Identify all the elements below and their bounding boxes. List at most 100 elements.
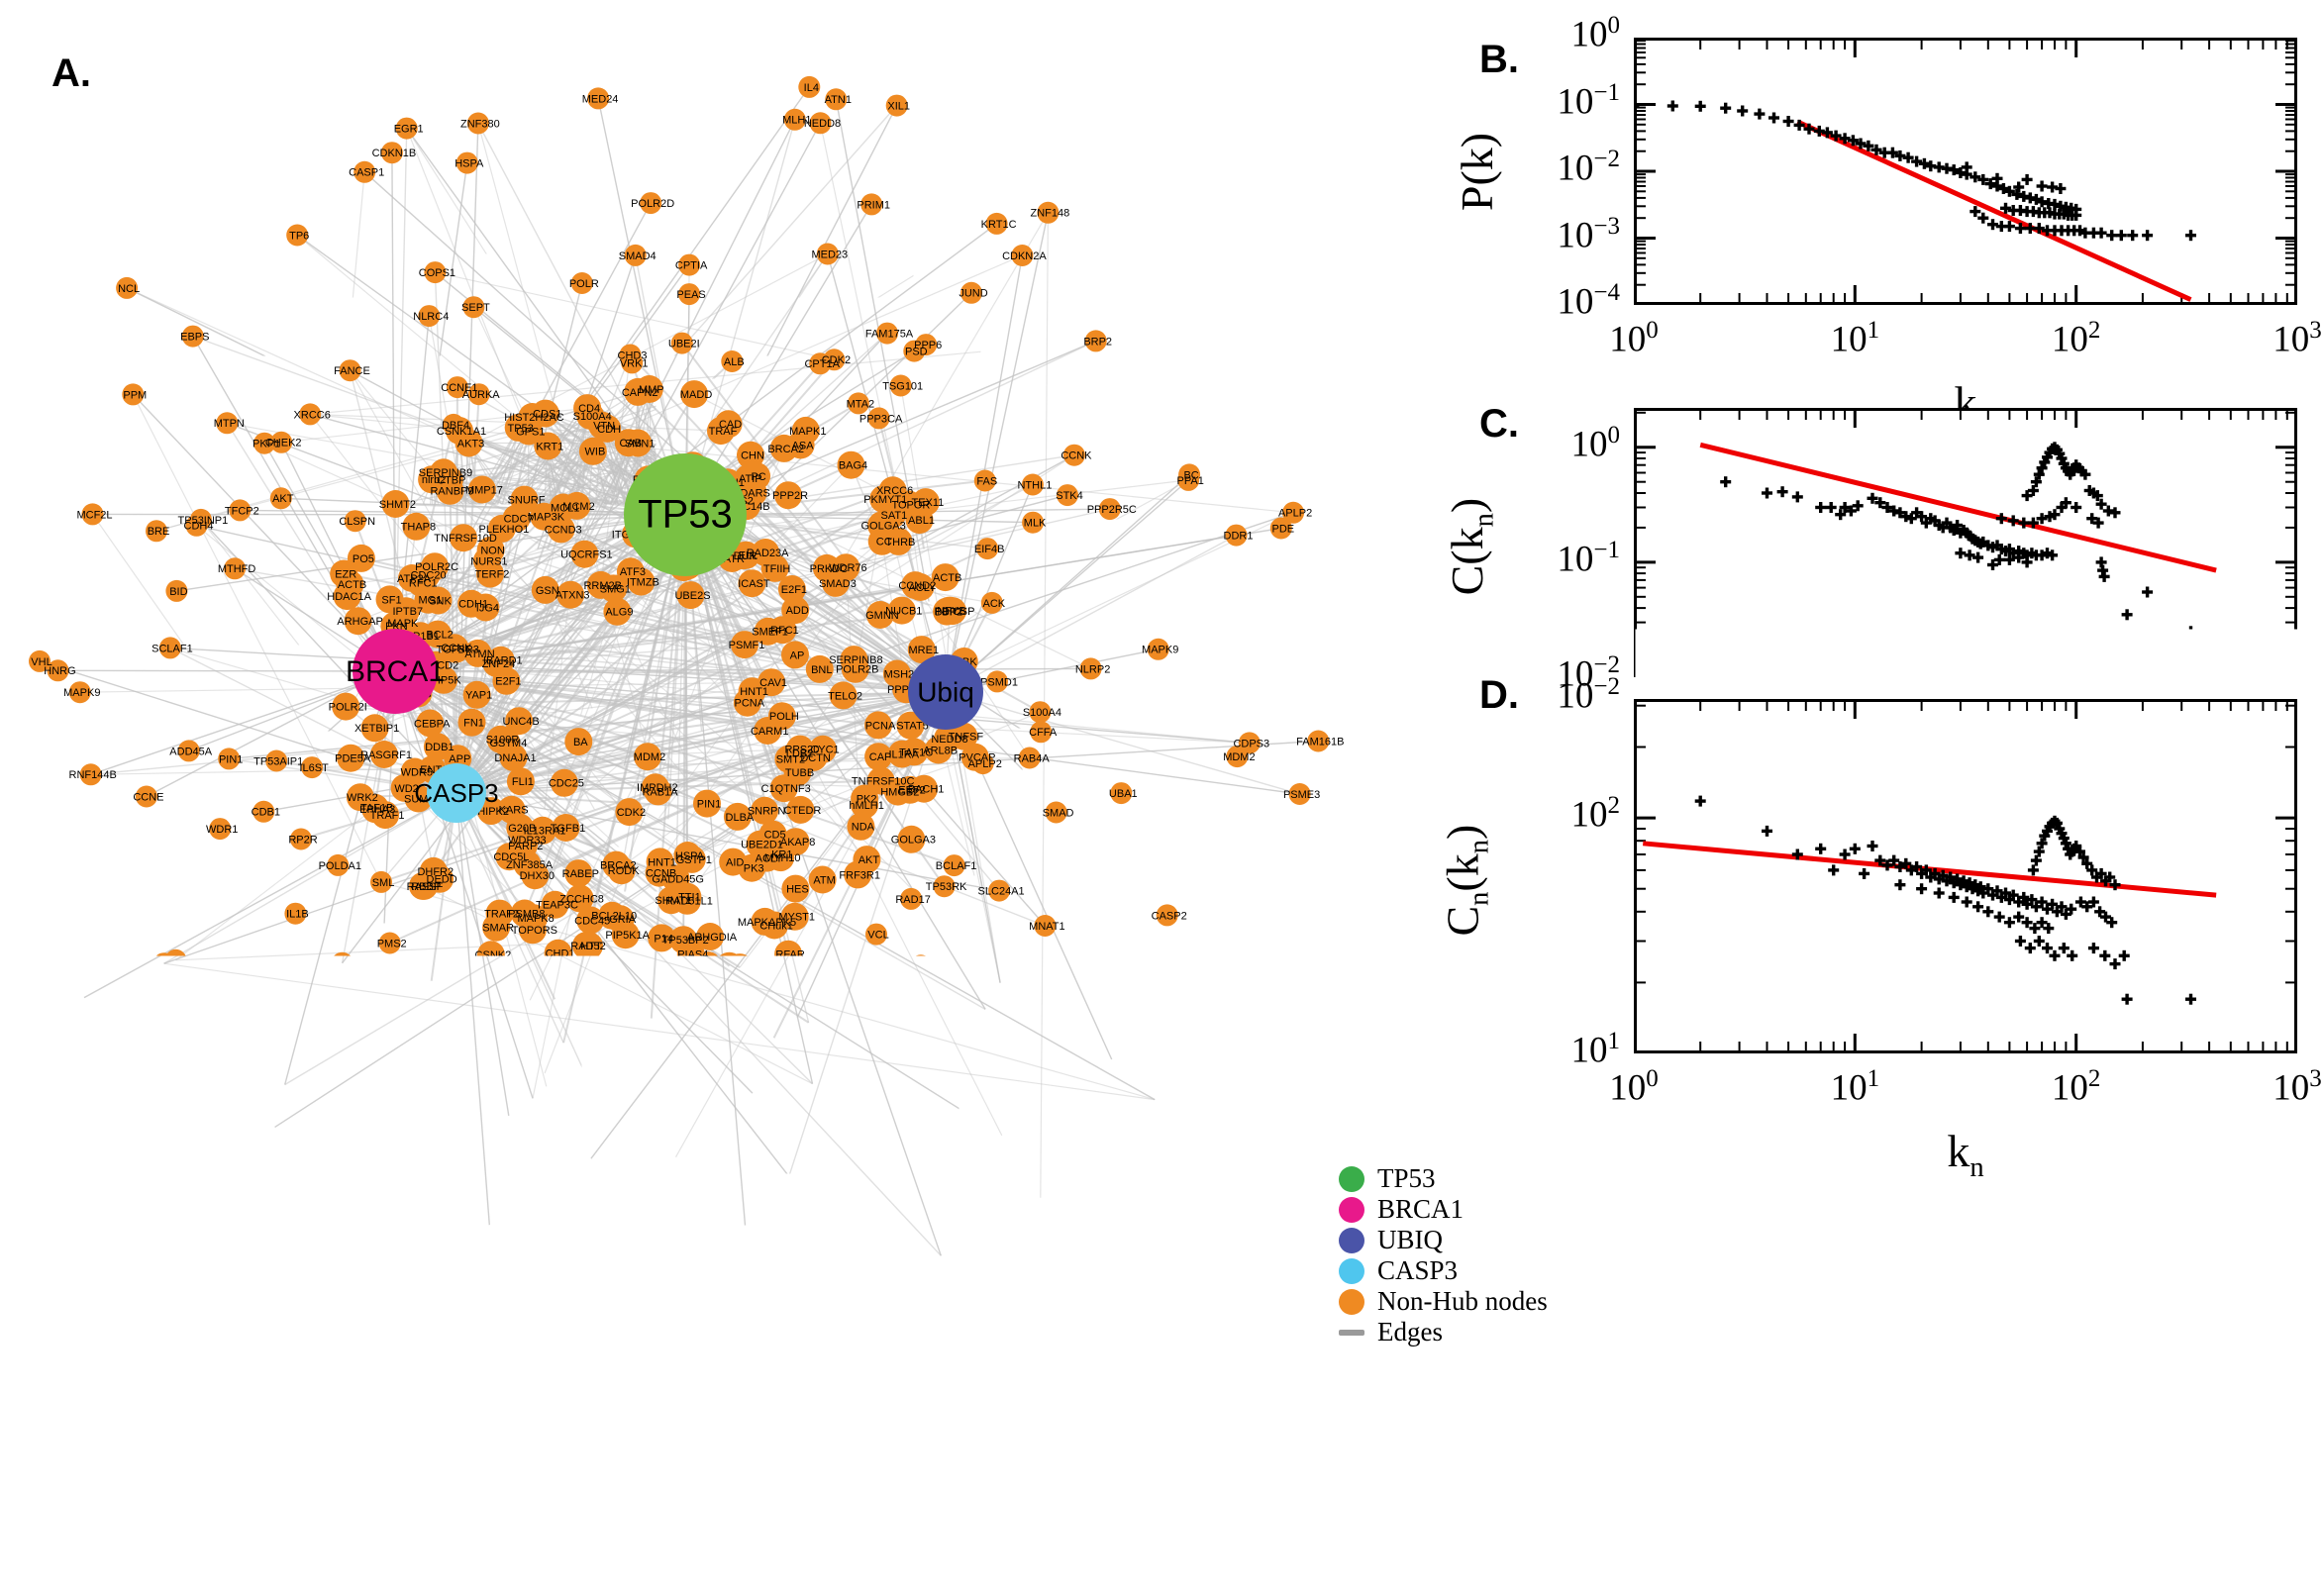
- network-node-label: ZNF148: [1031, 208, 1070, 220]
- network-node-label: CD4: [578, 403, 600, 415]
- network-node-label: RFAR: [775, 949, 804, 961]
- network-node-label: SNURF: [508, 495, 546, 507]
- network-node-label: CDH: [597, 424, 621, 436]
- network-node-label: FN1: [463, 718, 484, 730]
- network-node-label: HTT: [580, 941, 602, 952]
- network-node-label: EEF2: [898, 785, 926, 797]
- network-node-label: E2F1: [781, 584, 807, 596]
- panel-d-canvas: [1634, 699, 2297, 1053]
- network-node-label: FAS: [976, 475, 997, 487]
- network-node-label: MAPK8: [517, 913, 554, 925]
- network-node-label: BID: [169, 586, 187, 598]
- network-node-label: PPP3CA: [859, 413, 903, 425]
- network-node-label: DNAJA1: [494, 752, 536, 764]
- network-node-label: SMT1: [623, 978, 652, 990]
- network-node-label: RAD17: [692, 960, 727, 972]
- y-tick-label: 10−3: [1456, 213, 1620, 256]
- x-tick-label: 101: [1813, 317, 1896, 360]
- network-node-label: CEBP: [551, 1038, 580, 1049]
- network-node-label: AKT2: [518, 995, 546, 1007]
- legend-edge-line-icon: [1339, 1330, 1364, 1336]
- network-node-label: PSME3: [1283, 789, 1320, 801]
- network-node-label: PDE: [1271, 523, 1294, 535]
- network-node-label: MSH2: [884, 668, 915, 680]
- network-node-label: NI1: [1030, 1097, 1047, 1109]
- y-axis-label: C(kn): [1441, 498, 1500, 596]
- network-node-label: RASSF: [407, 881, 444, 893]
- network-node-label: DAM: [499, 1111, 523, 1123]
- network-node-label: HNT1: [648, 856, 676, 868]
- network-node-label: HSPA: [675, 850, 705, 862]
- network-node-label: MAPKAPK5: [738, 917, 796, 929]
- network-node-label: BAP1: [564, 1158, 592, 1170]
- network-node-label: RODK: [608, 865, 640, 877]
- network-node-label: FLI1: [512, 776, 534, 788]
- network-node-label: ITMZB: [627, 577, 659, 589]
- x-tick-label: 102: [2035, 1065, 2118, 1109]
- network-node-label: UBE2I: [668, 339, 700, 350]
- network-node-label: PIN1: [697, 799, 721, 811]
- network-node-label: CAPN2: [622, 387, 658, 399]
- hub-label-ubiq: Ubiq: [917, 676, 974, 707]
- network-node-label: CDB1: [252, 807, 280, 819]
- network-node-label: MED24: [582, 93, 619, 105]
- legend-label: UBIQ: [1377, 1225, 1443, 1255]
- panel-d-plot: D. 101 102 100 101 102 103 kn Cn(kn) 10−2: [1456, 665, 2323, 1596]
- x-tick-label: 103: [2256, 317, 2323, 360]
- network-node-label: SCLAF1: [152, 643, 193, 654]
- network-node-label: POLH: [769, 711, 799, 723]
- network-node-label: E2F1: [495, 676, 521, 688]
- network-node-label: SHMT1: [655, 895, 691, 907]
- network-node-label: CFFA: [1029, 727, 1058, 739]
- network-node-label: BC: [1183, 469, 1198, 481]
- network-node-label: HSPA: [454, 158, 484, 170]
- network-node-label: ALG9: [605, 607, 633, 619]
- network-node-label: CAV1: [759, 677, 787, 689]
- legend-label: CASP3: [1377, 1255, 1458, 1286]
- network-node-label: RANBP9: [430, 486, 473, 498]
- network-node-label: ACTB: [933, 572, 961, 584]
- network-node-label: CTEDR: [783, 805, 821, 817]
- network-node-label: TP53RK: [926, 881, 967, 893]
- network-node-label: WT1: [803, 1079, 826, 1091]
- network-node-label: AKT3: [457, 438, 485, 449]
- network-node-label: TFIIH: [763, 563, 791, 575]
- network-node-label: MNAT1: [1029, 921, 1064, 933]
- network-node-label: WDR5: [401, 766, 433, 778]
- network-node-label: PPP2R: [772, 490, 808, 502]
- network-node-label: LRCO5: [737, 1088, 773, 1100]
- network-node-label: POLR2I: [329, 702, 367, 714]
- x-axis-label: kn: [1634, 1125, 2297, 1184]
- network-node-label: PSMD1: [980, 676, 1018, 688]
- network-node-label: NOX: [764, 1033, 789, 1045]
- network-node-label: APTX: [330, 958, 358, 970]
- y-tick-label-shared: 10−2: [1456, 673, 1620, 717]
- network-node-label: C1QTNF3: [761, 783, 811, 795]
- network-node-label: PDICSP: [935, 606, 975, 618]
- network-node-label: TERF2: [475, 569, 510, 581]
- network-node-label: NURS1: [470, 555, 507, 567]
- network-node-label: ZNF380: [460, 118, 500, 130]
- network-node-label: SMAD: [1043, 807, 1074, 819]
- data-points: [1720, 442, 2196, 637]
- network-node-label: SNRPN: [748, 806, 786, 818]
- network-node-label: CSNK2: [475, 949, 512, 961]
- network-node-label: ADD45A: [169, 746, 212, 757]
- network-node-label: DAPK1: [129, 998, 164, 1010]
- network-node-label: WIB: [585, 447, 606, 458]
- network-node-label: CDH1: [458, 599, 488, 611]
- network-node-label: CCND2: [898, 580, 936, 592]
- network-node-label: PKP1: [252, 439, 280, 450]
- network-node-label: RABEP: [562, 868, 599, 880]
- data-points: [1634, 100, 2196, 242]
- network-node-label: CRADD: [658, 1152, 697, 1164]
- network-node-label: MRE1: [909, 645, 940, 656]
- network-node-label: TRAF2: [484, 909, 519, 921]
- network-node-label: FAM175A: [865, 329, 914, 341]
- network-node-label: TSG101: [882, 380, 923, 392]
- network-node-label: CCL: [728, 1067, 750, 1079]
- network-node-label: POLR2D: [631, 198, 674, 210]
- network-node-label: TP53AIP1: [253, 755, 303, 767]
- network-node-label: TGFBR3: [436, 645, 478, 656]
- y-tick-label: 100: [1456, 12, 1620, 55]
